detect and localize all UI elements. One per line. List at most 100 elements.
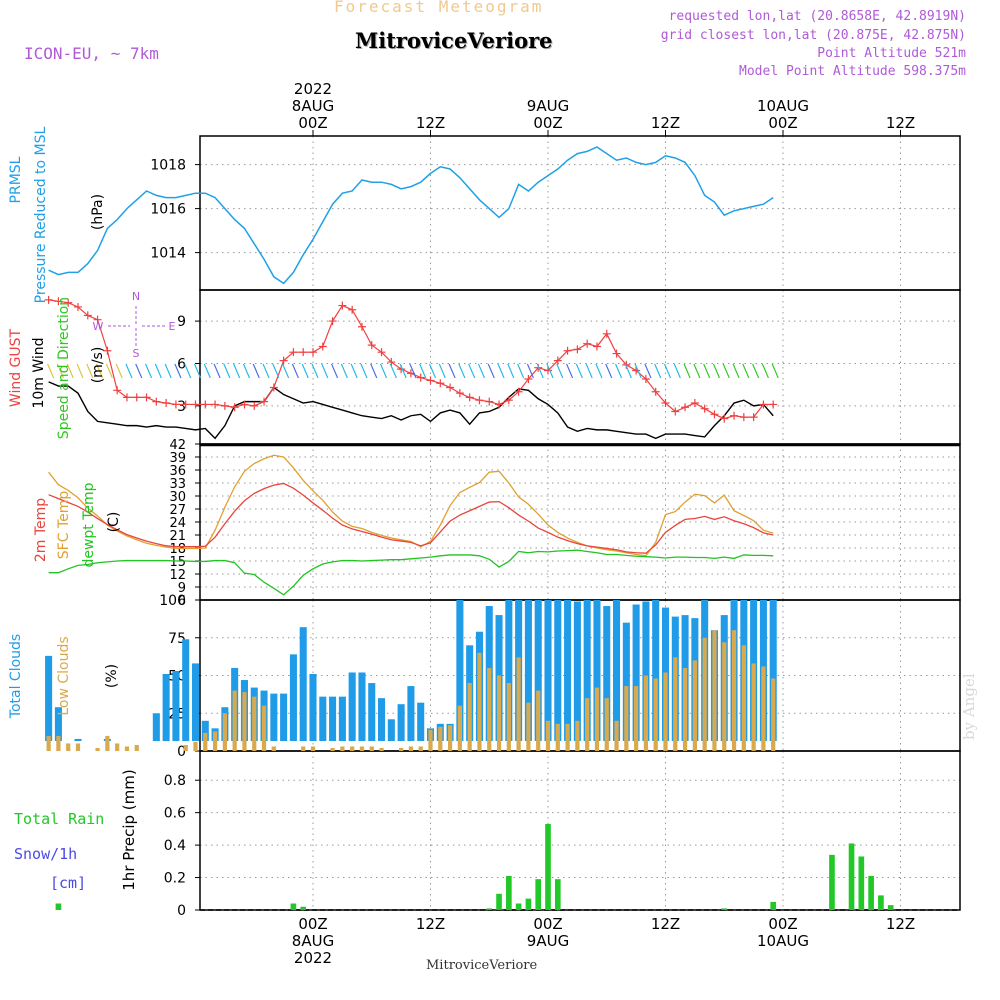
low-cloud-bar xyxy=(653,678,658,751)
y-tick-label: 0 xyxy=(177,903,186,919)
wind-direction-arrow xyxy=(517,363,525,379)
y-tick-label: 39 xyxy=(169,451,186,466)
y-tick-label: 0 xyxy=(177,744,186,760)
total-cloud-bar xyxy=(329,696,337,741)
low-cloud-bar xyxy=(350,746,355,751)
y-tick-label: 18 xyxy=(169,542,186,557)
wind-direction-arrow xyxy=(409,363,417,379)
total-cloud-bar xyxy=(182,639,190,741)
y-tick-label: 100 xyxy=(159,593,186,609)
total-cloud-bar xyxy=(564,600,572,741)
total-cloud-bar xyxy=(544,600,552,741)
bottom-time-label: 00Z xyxy=(533,915,562,933)
total-cloud-bar xyxy=(593,600,601,741)
top-time-label: 12Z xyxy=(651,114,680,132)
gust-marker xyxy=(250,401,259,410)
gust-marker xyxy=(122,393,131,402)
total-cloud-bar xyxy=(534,600,542,741)
wind-direction-arrow xyxy=(144,363,153,379)
rain-bar xyxy=(525,898,532,910)
low-cloud-bar xyxy=(467,683,472,751)
wind-direction-arrow xyxy=(96,363,104,379)
wind-direction-arrow xyxy=(301,363,309,379)
point-altitude: Point Altitude 521m xyxy=(817,46,966,61)
precip-label: 1hr Precip (mm) xyxy=(120,769,138,890)
wind-gust-line xyxy=(48,299,774,420)
gust-marker xyxy=(201,400,210,409)
wind-direction-arrow xyxy=(76,363,84,379)
y-tick-label: 0.6 xyxy=(164,806,186,822)
wind-direction-arrow xyxy=(468,363,476,379)
gust-marker xyxy=(142,393,151,402)
gust-marker xyxy=(181,400,190,409)
low-cloud-bar xyxy=(115,743,120,751)
wind-direction-arrow xyxy=(419,363,427,379)
low-cloud-bar xyxy=(555,723,560,751)
low-cloud-bar xyxy=(330,747,335,751)
total-cloud-bar xyxy=(505,600,513,741)
low-cloud-bar xyxy=(134,744,139,751)
low-cloud-bar xyxy=(545,720,551,751)
low-cloud-bar xyxy=(673,657,678,751)
gust-marker xyxy=(475,396,484,405)
wind-direction-arrow xyxy=(536,363,544,379)
total-cloud-bar xyxy=(270,693,278,741)
low-cloud-bar xyxy=(634,686,639,751)
low-cloud-bar xyxy=(722,642,727,751)
compass-north: N xyxy=(132,290,140,303)
gust-marker xyxy=(426,376,435,385)
wind-direction-arrow xyxy=(282,363,290,379)
total-cloud-bar xyxy=(45,655,53,741)
wind-direction-arrow xyxy=(252,363,260,379)
low-cloud-bar xyxy=(418,746,423,751)
y-tick-label: 15 xyxy=(169,555,186,570)
wind-direction-arrow xyxy=(47,363,55,379)
total-cloud-bar xyxy=(289,654,297,741)
total-cloud-bar xyxy=(368,683,376,741)
low-cloud-bar xyxy=(301,746,306,751)
wind-direction-arrow xyxy=(164,363,172,379)
wind-direction-arrow xyxy=(66,363,74,379)
wind-direction-arrow xyxy=(761,363,769,379)
gust-marker xyxy=(103,346,112,355)
low-cloud-bar xyxy=(261,705,267,751)
total-cloud-bar xyxy=(554,600,562,741)
gust-marker xyxy=(416,373,425,382)
gust-marker xyxy=(553,356,562,365)
gust-marker xyxy=(240,400,249,409)
y-tick-label: 6 xyxy=(178,594,186,609)
direction-label: Speed and Direction xyxy=(56,297,72,439)
y-tick-label: 9 xyxy=(177,314,186,330)
low-cloud-bar xyxy=(46,735,51,751)
dewpoint-line xyxy=(48,549,774,596)
total-cloud-bar xyxy=(299,627,307,741)
y-tick-label: 6 xyxy=(177,356,186,372)
low-cloud-bar xyxy=(731,630,737,751)
wind-direction-arrow xyxy=(585,363,593,379)
temp-unit: (C) xyxy=(106,512,122,533)
total-cloud-bar xyxy=(201,720,209,741)
pressure-line xyxy=(48,146,774,285)
grid-coords: grid closest lon,lat (20.875E, 42.875N) xyxy=(660,28,966,43)
wind-direction-arrow xyxy=(203,363,211,379)
y-tick-label: 1018 xyxy=(150,158,186,174)
low-cloud-bar xyxy=(447,725,453,751)
snow-legend: Snow/1h xyxy=(14,845,77,863)
wind-unit: (m/s) xyxy=(90,347,106,384)
total-cloud-bar xyxy=(622,622,630,741)
wind-direction-arrow xyxy=(722,363,730,379)
wind-direction-arrow xyxy=(370,363,378,379)
low-cloud-bar xyxy=(712,630,717,751)
low-cloud-bar xyxy=(594,687,600,751)
gust-marker xyxy=(602,329,611,338)
wind-direction-arrow xyxy=(654,363,662,379)
total-cloud-bar xyxy=(603,606,611,741)
wind-direction-arrow xyxy=(438,363,446,379)
total-cloud-bar xyxy=(358,672,366,741)
wind-direction-arrow xyxy=(213,363,221,379)
gust-marker xyxy=(93,315,102,324)
gust-marker xyxy=(299,348,308,357)
total-cloud-bar xyxy=(417,702,425,741)
rain-bar xyxy=(290,903,297,910)
gust-marker xyxy=(514,387,523,396)
